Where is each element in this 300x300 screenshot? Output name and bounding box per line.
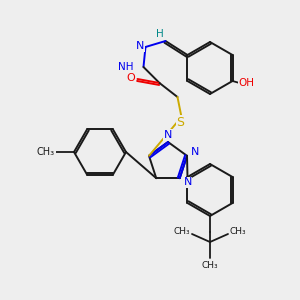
Text: NH: NH [118,62,134,72]
Text: CH₃: CH₃ [230,227,246,236]
Text: CH₃: CH₃ [174,227,190,236]
Text: N: N [164,130,172,140]
Text: O: O [126,73,135,83]
Text: N: N [184,177,192,187]
Text: CH₃: CH₃ [202,262,218,271]
Text: H: H [156,29,164,39]
Text: OH: OH [238,78,254,88]
Text: N: N [136,41,145,51]
Text: CH₃: CH₃ [37,147,55,157]
Text: N: N [191,147,199,157]
Text: S: S [176,116,184,128]
